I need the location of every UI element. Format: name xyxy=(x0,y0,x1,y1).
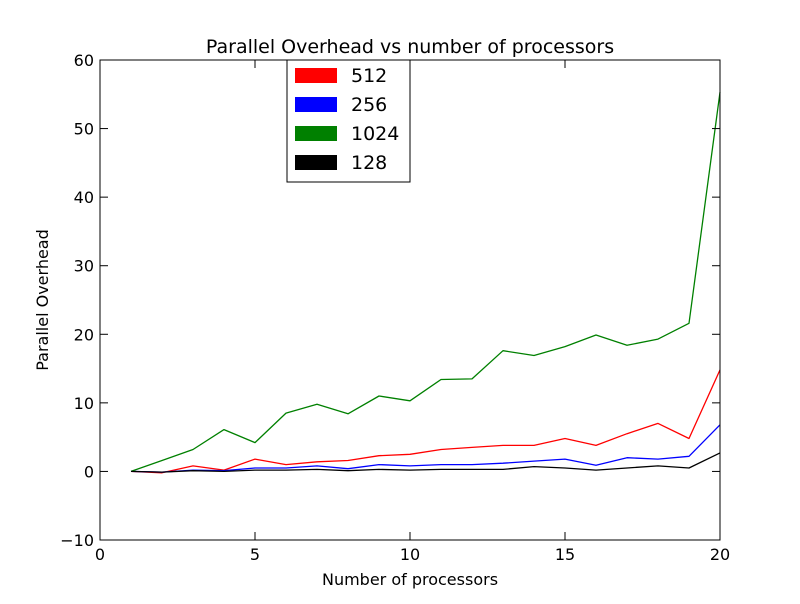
y-tick-label: 0 xyxy=(84,462,94,481)
x-tick-label: 10 xyxy=(400,545,420,564)
y-tick-label: 50 xyxy=(74,120,94,139)
x-tick-label: 15 xyxy=(555,545,575,564)
legend-swatch-256 xyxy=(295,97,337,112)
y-axis-label: Parallel Overhead xyxy=(33,229,52,371)
legend-label-512: 512 xyxy=(351,65,387,87)
x-tick-label: 20 xyxy=(710,545,730,564)
series-line-256 xyxy=(130,424,721,473)
series-line-512 xyxy=(130,369,721,474)
legend-swatch-1024 xyxy=(295,126,337,141)
y-tick-label: 30 xyxy=(74,257,94,276)
series-line-128 xyxy=(130,452,721,473)
legend: 512 256 1024 128 xyxy=(286,59,411,183)
legend-swatch-512 xyxy=(295,68,337,83)
legend-label-128: 128 xyxy=(351,152,387,174)
series-line-1024 xyxy=(130,92,721,473)
y-tick-label: 60 xyxy=(74,51,94,70)
y-tick-label: 10 xyxy=(74,394,94,413)
legend-label-1024: 1024 xyxy=(351,123,399,145)
series-layer xyxy=(130,92,721,474)
x-tick-label: 0 xyxy=(95,545,105,564)
y-tick-label: 40 xyxy=(74,188,94,207)
legend-label-256: 256 xyxy=(351,94,387,116)
x-tick-label: 5 xyxy=(250,545,260,564)
y-tick-label: 20 xyxy=(74,325,94,344)
legend-swatch-128 xyxy=(295,155,337,170)
chart-title: Parallel Overhead vs number of processor… xyxy=(206,36,614,58)
x-axis-label: Number of processors xyxy=(322,570,498,589)
y-tick-label: −10 xyxy=(60,531,94,550)
